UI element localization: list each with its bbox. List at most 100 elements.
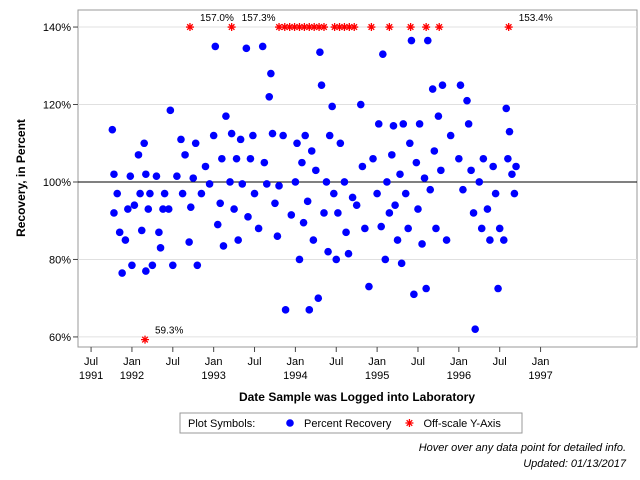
data-point[interactable] — [316, 48, 324, 57]
data-point[interactable] — [189, 174, 198, 182]
off-scale-point[interactable] — [504, 23, 513, 32]
off-scale-point[interactable] — [319, 23, 328, 32]
data-point[interactable] — [389, 122, 398, 130]
data-point[interactable] — [344, 249, 353, 258]
off-scale-point[interactable] — [227, 23, 236, 32]
data-point[interactable] — [491, 189, 500, 198]
data-point[interactable] — [146, 189, 154, 198]
data-point[interactable] — [348, 193, 357, 202]
data-point[interactable] — [227, 129, 236, 138]
data-point[interactable] — [391, 201, 399, 210]
data-point[interactable] — [197, 189, 206, 198]
data-point[interactable] — [250, 189, 259, 198]
data-point[interactable] — [410, 290, 418, 299]
data-point[interactable] — [159, 205, 167, 213]
off-scale-point[interactable] — [340, 23, 349, 32]
data-point[interactable] — [361, 224, 369, 233]
data-point[interactable] — [467, 166, 475, 175]
data-point[interactable] — [329, 189, 338, 198]
data-point[interactable] — [336, 139, 345, 148]
data-point[interactable] — [406, 139, 414, 148]
data-point[interactable] — [166, 106, 175, 115]
off-scale-point[interactable] — [406, 23, 415, 32]
data-point[interactable] — [463, 96, 471, 105]
data-point[interactable] — [340, 178, 349, 186]
off-scale-point[interactable] — [330, 23, 339, 32]
off-scale-point[interactable] — [185, 23, 194, 32]
data-point[interactable] — [113, 189, 122, 198]
data-point[interactable] — [486, 236, 494, 244]
off-scale-point[interactable] — [350, 23, 359, 32]
data-point[interactable] — [219, 242, 228, 250]
data-point[interactable] — [185, 238, 193, 246]
data-point[interactable] — [173, 172, 181, 180]
data-point[interactable] — [317, 81, 326, 89]
data-point[interactable] — [324, 247, 332, 256]
data-point[interactable] — [320, 209, 328, 217]
data-point[interactable] — [160, 189, 169, 198]
data-point[interactable] — [365, 282, 373, 291]
data-point[interactable] — [374, 120, 383, 128]
data-point[interactable] — [244, 213, 252, 221]
data-point[interactable] — [499, 236, 508, 244]
data-point[interactable] — [232, 154, 241, 163]
data-point[interactable] — [385, 209, 394, 217]
data-point[interactable] — [140, 139, 148, 148]
data-point[interactable] — [314, 294, 323, 302]
off-scale-point[interactable] — [141, 335, 150, 344]
data-point[interactable] — [356, 100, 365, 109]
off-scale-point[interactable] — [305, 23, 314, 32]
data-point[interactable] — [211, 42, 220, 51]
data-point[interactable] — [414, 205, 422, 213]
data-point[interactable] — [369, 154, 377, 163]
data-point[interactable] — [437, 166, 445, 175]
data-point[interactable] — [407, 36, 416, 45]
data-point[interactable] — [144, 205, 153, 213]
data-point[interactable] — [293, 139, 301, 148]
data-point[interactable] — [298, 158, 306, 167]
data-point[interactable] — [401, 189, 410, 198]
data-point[interactable] — [388, 151, 396, 159]
data-point[interactable] — [152, 172, 161, 180]
data-point[interactable] — [471, 325, 479, 333]
data-point[interactable] — [121, 236, 130, 244]
off-scale-point[interactable] — [422, 23, 431, 32]
data-point[interactable] — [479, 154, 488, 163]
data-point[interactable] — [455, 154, 463, 163]
data-point[interactable] — [510, 189, 519, 198]
off-scale-point[interactable] — [290, 23, 299, 32]
data-point[interactable] — [508, 170, 516, 179]
data-point[interactable] — [209, 131, 218, 140]
data-point[interactable] — [230, 205, 238, 213]
data-point[interactable] — [118, 269, 126, 277]
data-point[interactable] — [459, 185, 467, 194]
data-point[interactable] — [332, 255, 341, 264]
off-scale-point[interactable] — [285, 23, 294, 32]
data-point[interactable] — [265, 92, 274, 101]
data-point[interactable] — [412, 158, 421, 167]
data-point[interactable] — [358, 162, 367, 171]
data-point[interactable] — [216, 199, 225, 208]
data-point[interactable] — [512, 162, 520, 171]
data-point[interactable] — [301, 131, 309, 140]
data-point[interactable] — [428, 85, 437, 93]
data-point[interactable] — [404, 224, 412, 233]
data-point[interactable] — [379, 50, 387, 58]
data-point[interactable] — [273, 232, 282, 241]
data-point[interactable] — [242, 44, 251, 53]
data-point[interactable] — [469, 209, 478, 217]
off-scale-point[interactable] — [435, 23, 444, 32]
data-point[interactable] — [415, 120, 424, 128]
off-scale-point[interactable] — [295, 23, 304, 32]
data-point[interactable] — [334, 209, 342, 217]
data-point[interactable] — [434, 112, 443, 120]
data-point[interactable] — [299, 218, 308, 227]
data-point[interactable] — [426, 185, 435, 194]
data-point[interactable] — [342, 228, 350, 237]
data-point[interactable] — [213, 220, 222, 229]
data-point[interactable] — [422, 284, 430, 293]
data-point[interactable] — [483, 205, 492, 213]
data-point[interactable] — [126, 172, 135, 180]
data-point[interactable] — [108, 125, 117, 134]
data-point[interactable] — [464, 120, 473, 128]
